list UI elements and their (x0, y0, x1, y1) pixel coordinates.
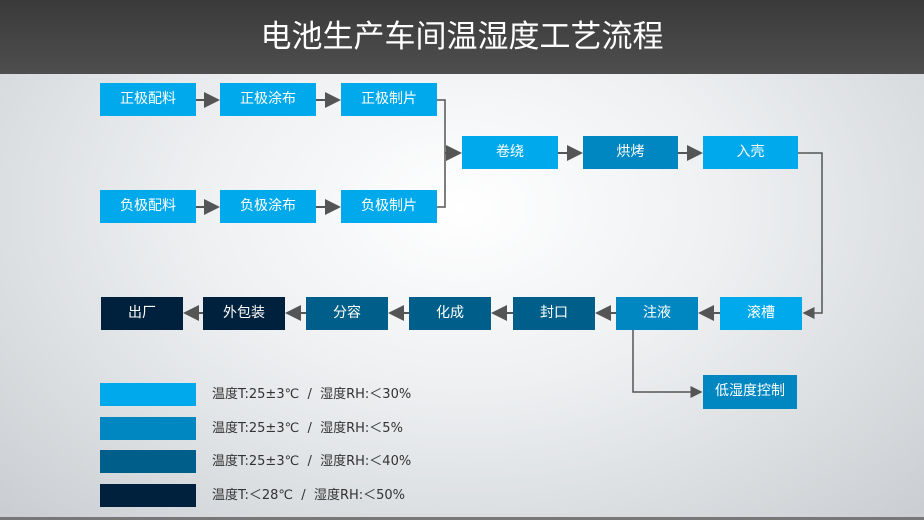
step-case: 入壳 (703, 136, 798, 169)
step-neg-cut: 负极制片 (341, 190, 437, 223)
step-form: 化成 (409, 297, 491, 330)
step-wind: 卷绕 (462, 136, 558, 169)
bottom-border (0, 517, 924, 520)
page-title: 电池生产车间温湿度工艺流程 (260, 19, 664, 55)
step-groove: 滚槽 (720, 297, 802, 330)
step-grade: 分容 (306, 297, 388, 330)
step-neg-mix: 负极配料 (100, 190, 196, 223)
legend-swatch-4 (100, 484, 196, 507)
step-seal: 封口 (513, 297, 595, 330)
title-bar (0, 0, 924, 74)
step-ship: 出厂 (101, 297, 183, 330)
legend-swatch-3 (100, 450, 196, 473)
step-inject: 注液 (616, 297, 698, 330)
legend-text-2: 温度T:25±3℃ / 湿度RH:＜5% (212, 421, 403, 436)
step-bake: 烘烤 (583, 136, 678, 169)
legend-swatch-1 (100, 383, 196, 406)
merge-line (437, 99, 446, 208)
step-pos-mix: 正极配料 (100, 83, 196, 116)
arrow (632, 330, 703, 398)
step-neg-coat: 负极涂布 (220, 190, 316, 223)
arrow (798, 152, 823, 319)
legend-text-1: 温度T:25±3℃ / 湿度RH:＜30% (212, 387, 412, 402)
low-humidity-control: 低湿度控制 (703, 375, 797, 409)
step-pack: 外包装 (203, 297, 285, 330)
step-pos-coat: 正极涂布 (220, 83, 316, 116)
step-pos-cut: 正极制片 (341, 83, 437, 116)
legend-text-4: 温度T:＜28℃ / 湿度RH:＜50% (212, 488, 406, 503)
legend-text-3: 温度T:25±3℃ / 湿度RH:＜40% (212, 454, 412, 469)
legend-swatch-2 (100, 417, 196, 440)
